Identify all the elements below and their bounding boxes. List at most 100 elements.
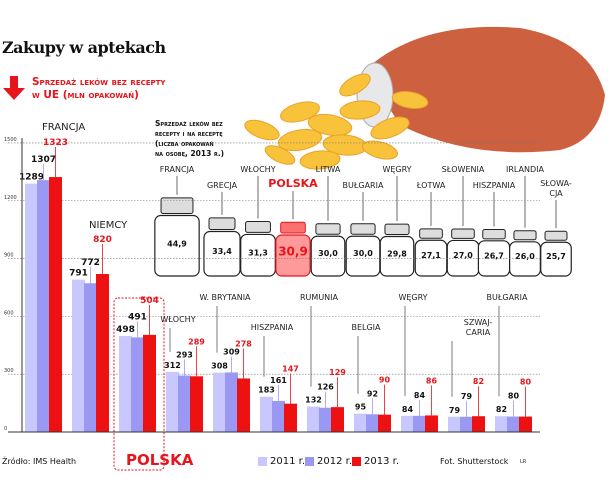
bar-polska-2011 [119, 336, 132, 432]
bottle-6 [345, 192, 381, 277]
bottle-value-label: 27,0 [453, 251, 473, 260]
caption-line: Sprzedaż leków bez [155, 119, 223, 128]
y-tick-label: 900 [4, 253, 14, 259]
bar-value-label: 126 [317, 383, 334, 392]
bottle-cap [280, 221, 306, 234]
bottle-cap [315, 223, 341, 235]
bar-value-label: 1289 [19, 173, 44, 183]
bar-hiszpania-2013 [284, 403, 297, 432]
bar-value-label: 80 [508, 392, 520, 401]
legend-2012: 2012 r. [305, 456, 352, 467]
bottle-cap [245, 221, 271, 233]
bar-value-label: 79 [461, 392, 473, 401]
bottles-caption: Sprzedaż leków bez recepty i na receptę … [155, 119, 224, 159]
bar-value-label: 90 [379, 376, 391, 385]
bottle-cap [160, 197, 194, 214]
bottle-9 [446, 176, 480, 277]
bar-value-label: 95 [355, 403, 367, 412]
legend-swatch [305, 457, 314, 466]
bar-value-label: 491 [128, 312, 147, 322]
bar-wbrytania-2013 [237, 378, 250, 432]
bar-niemcy-2011 [72, 279, 85, 432]
bottle-2 [203, 192, 241, 277]
bar-niemcy-2013 [96, 273, 109, 432]
category-label: NIEMCY [89, 220, 128, 231]
bottle-cap [208, 217, 236, 231]
y-tick-label: 300 [4, 368, 14, 374]
bottle-value-label: 29,8 [387, 249, 407, 258]
pill [361, 140, 399, 160]
bar-włochy-2013 [190, 376, 203, 432]
bar-value-label: 147 [282, 365, 299, 374]
bottle-country-label: WŁOCHY [240, 165, 275, 174]
bar-bułgaria-2012 [507, 416, 520, 432]
y-tick-label: 1500 [4, 137, 17, 143]
bar-value-label: 309 [223, 347, 240, 356]
bar-value-label: 129 [329, 368, 346, 377]
bar-węgry-2013 [425, 415, 438, 432]
photo-credit: Fot. Shutterstock [440, 457, 509, 466]
bottle-8 [414, 192, 448, 277]
bottle-country-label: FRANCJA [160, 165, 195, 174]
bottle-11 [509, 176, 541, 277]
legend-2011: 2011 r. [258, 456, 305, 467]
bar-belgia-2013 [378, 414, 391, 432]
pill [299, 150, 341, 170]
bar-value-label: 84 [414, 391, 426, 400]
category-label: FRANCJA [42, 122, 85, 133]
subtitle-line: Sprzedaż leków bez recepty [32, 76, 166, 88]
legend-label: 2012 r. [317, 456, 352, 467]
category-label: HISZPANIA [251, 323, 294, 332]
category-label: SZWAJ- [464, 318, 493, 327]
bar-hiszpania-2012 [272, 400, 285, 432]
bottle-country-label: HISZPANIA [473, 181, 516, 190]
bar-szwajcaria-2012 [460, 416, 473, 432]
author-initials: LR [520, 459, 527, 465]
bar-polska-2013 [143, 334, 156, 432]
bar-value-label: 498 [116, 325, 135, 335]
pill [280, 101, 320, 123]
pill [391, 91, 429, 109]
pill [370, 116, 410, 140]
bar-włochy-2012 [178, 375, 191, 432]
bottle-4 [275, 191, 311, 277]
bottle-body [310, 235, 346, 277]
bottle-cap [451, 228, 475, 239]
y-tick-label: 0 [4, 426, 7, 432]
bar-bułgaria-2011 [495, 416, 508, 432]
bar-value-label: 132 [305, 396, 322, 405]
bottle-body [379, 235, 415, 277]
bottle-value-label: 26,7 [484, 251, 504, 260]
bar-francja-2012 [37, 180, 50, 432]
category-label: CARIA [466, 328, 491, 337]
bar-value-label: 82 [496, 405, 507, 414]
pill [244, 119, 280, 141]
category-label: BELGIA [351, 323, 381, 332]
bar-węgry-2011 [401, 415, 414, 432]
bottle-country-label: POLSKA [268, 177, 318, 190]
bar-value-label: 820 [93, 235, 112, 245]
bar-rumunia-2012 [319, 407, 332, 432]
polska-highlight-box [113, 297, 165, 471]
pill [339, 73, 371, 97]
pill [277, 128, 323, 152]
bottle-value-label: 33,4 [212, 247, 232, 256]
bottle-5 [310, 176, 346, 277]
pill-jar-photo [244, 26, 605, 170]
bottle-country-label: GRECJA [207, 181, 238, 190]
legend-label: 2011 r. [270, 456, 305, 467]
bottle-value-label: 30,0 [318, 249, 338, 258]
bar-wbrytania-2012 [225, 372, 238, 432]
bottle-country-label: ŁOTWA [416, 181, 446, 190]
category-label: WŁOCHY [160, 315, 195, 324]
bottle-body [240, 233, 276, 277]
bar-value-label: 308 [211, 362, 228, 371]
source-note: Źródło: IMS Health [2, 457, 77, 466]
category-label: RUMUNIA [300, 293, 339, 302]
bottle-body [203, 230, 241, 277]
bottle-value-label: 25,7 [546, 252, 566, 261]
bar-bułgaria-2013 [519, 416, 532, 432]
bar-hiszpania-2011 [260, 396, 273, 432]
bottle-12 [540, 200, 572, 277]
